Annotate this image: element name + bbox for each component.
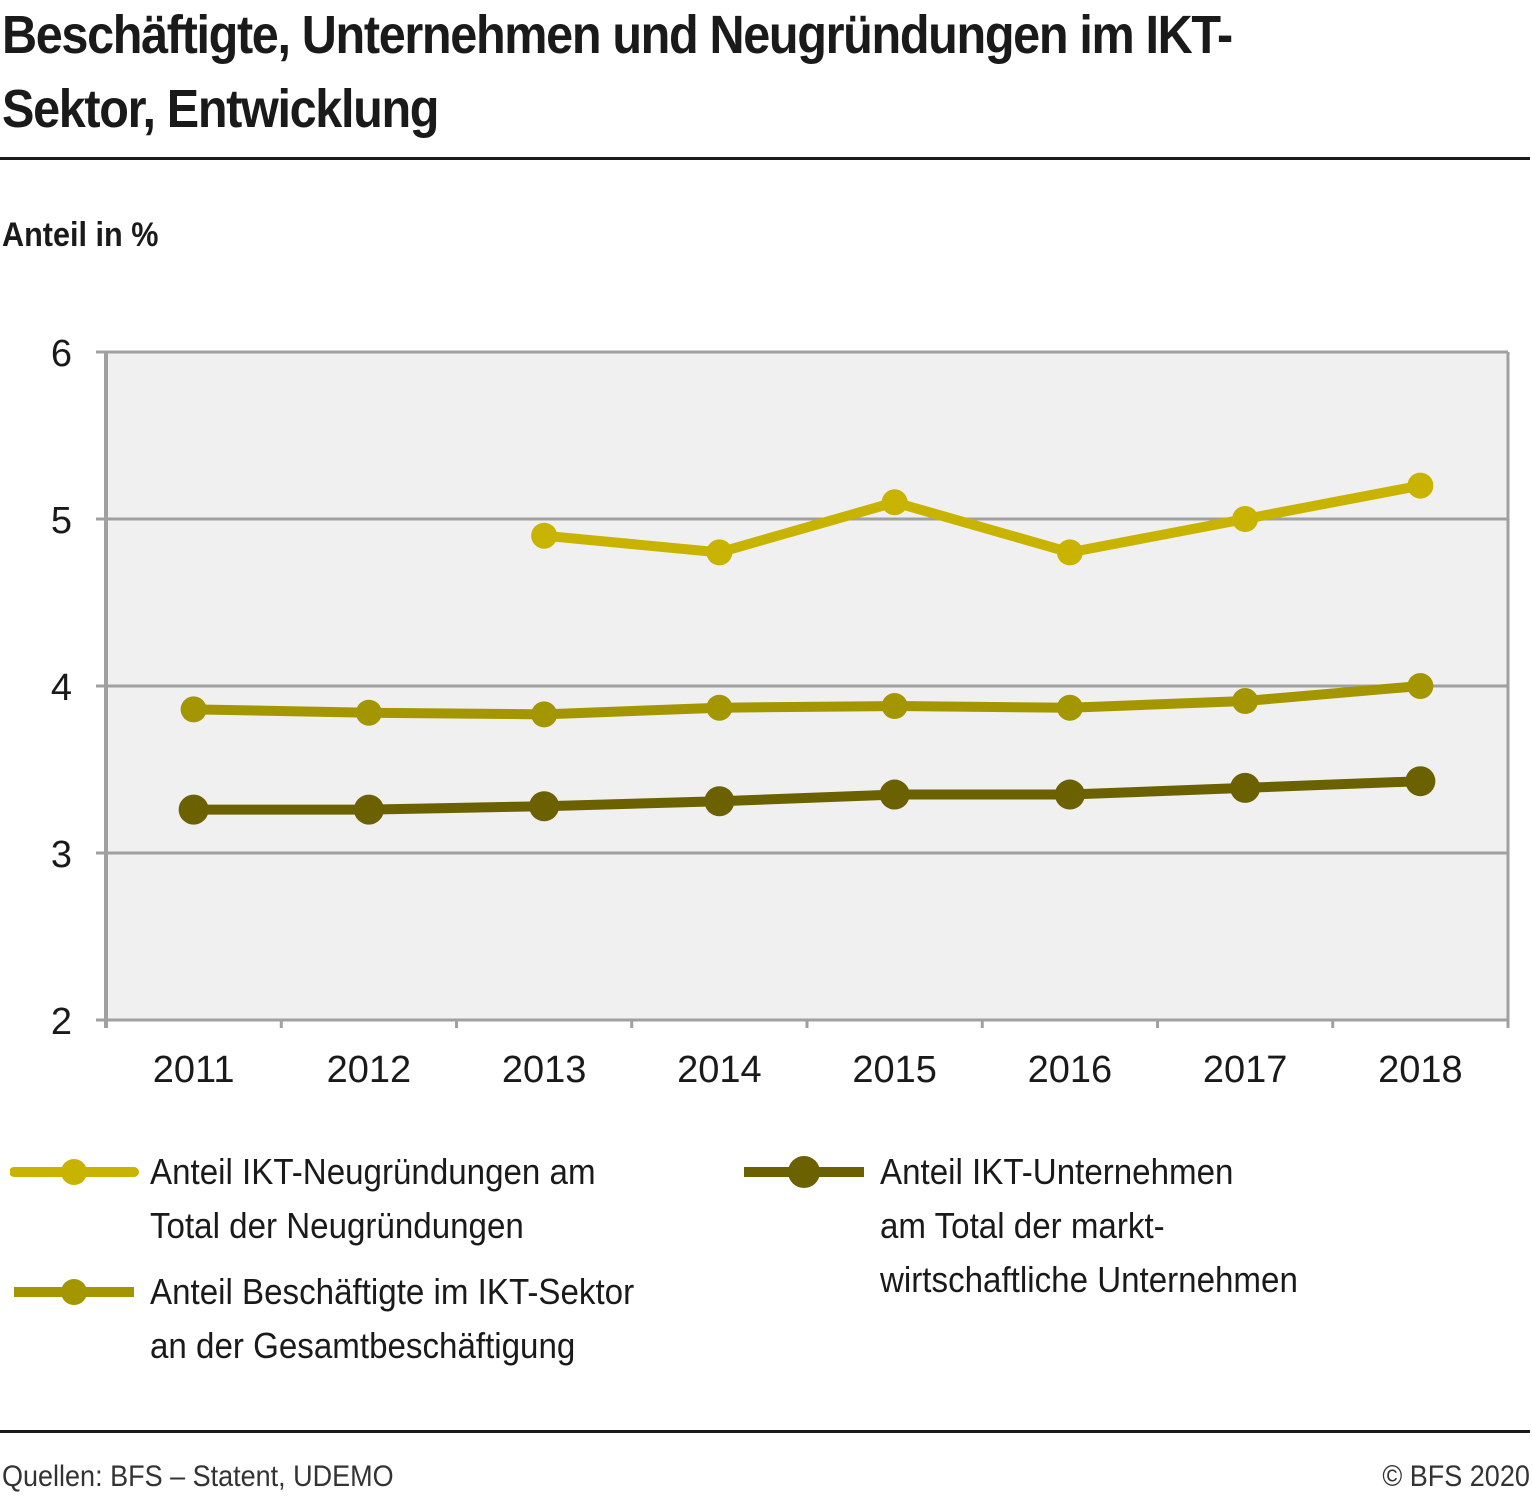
x-tick-label: 2015: [852, 1049, 937, 1091]
data-point: [881, 489, 908, 516]
legend-swatch-neugruendungen: [10, 1159, 139, 1185]
data-point: [706, 539, 733, 566]
data-point: [881, 693, 908, 720]
data-point: [879, 779, 910, 810]
y-tick-label: 5: [51, 500, 72, 542]
x-tick-label: 2011: [153, 1049, 235, 1091]
y-tick-labels: 2 3 4 5 6: [51, 333, 72, 1043]
series-line-2: [193, 776, 1421, 815]
series-line-1: [193, 681, 1421, 720]
y-tick-label: 4: [51, 667, 72, 709]
line-chart: 2 3 4 5 6 2011 2012 2013 2014 2015 2016 2017 2018: [51, 333, 1510, 1091]
data-point: [1230, 772, 1261, 803]
data-point: [180, 696, 207, 723]
data-point: [1054, 779, 1085, 810]
x-tick-label: 2018: [1378, 1049, 1463, 1091]
y-tick-label: 6: [51, 333, 72, 375]
x-tick-label: 2017: [1203, 1049, 1288, 1091]
source-note: Quellen: BFS – Statent, UDEMO: [2, 1460, 394, 1493]
data-point: [1232, 688, 1259, 715]
data-point: [178, 794, 209, 825]
legend-label-beschaeftigte: Anteil Beschäftigte im IKT-Sektor an der…: [150, 1271, 635, 1366]
footer-divider: [0, 1430, 1530, 1433]
legend-label-neugruendungen: Anteil IKT-Neugründungen am Total der Ne…: [150, 1151, 596, 1246]
series-0: [531, 472, 1434, 566]
series-group: [178, 472, 1436, 825]
x-tick-labels: 2011 2012 2013 2014 2015 2016 2017 2018: [153, 1049, 1463, 1091]
data-point: [1056, 539, 1083, 566]
data-point: [531, 701, 558, 728]
data-point: [704, 786, 735, 817]
series-line-0: [543, 480, 1422, 558]
legend-swatch-beschaeftigte: [14, 1279, 134, 1305]
axes: [104, 352, 1510, 1028]
data-point: [1232, 506, 1259, 532]
y-tick-label: 3: [51, 834, 72, 876]
title-divider: [0, 157, 1530, 160]
data-point: [1405, 766, 1436, 797]
legend-swatch-unternehmen: [744, 1156, 864, 1188]
data-point: [1056, 694, 1083, 721]
data-point: [706, 694, 733, 721]
legend-label-unternehmen: Anteil IKT-Unternehmen am Total der mark…: [880, 1151, 1298, 1300]
x-tick-label: 2016: [1028, 1049, 1113, 1091]
y-tick-label: 2: [51, 1001, 72, 1043]
gridlines: [96, 350, 1508, 1022]
x-tick-label: 2013: [502, 1049, 587, 1091]
x-tick-label: 2014: [677, 1049, 762, 1091]
series-2: [178, 766, 1436, 825]
x-tick-label: 2012: [327, 1049, 412, 1091]
data-point: [355, 699, 382, 726]
chart-title: Beschäftigte, Unternehmen und Neugründun…: [2, 5, 1233, 139]
data-point: [529, 791, 560, 822]
y-axis-unit-label: Anteil in %: [2, 216, 159, 254]
data-point: [531, 522, 558, 549]
data-point: [353, 794, 384, 825]
copyright-note: © BFS 2020: [1382, 1460, 1530, 1493]
series-1: [180, 673, 1434, 728]
data-point: [1407, 472, 1434, 499]
data-point: [1407, 673, 1434, 699]
